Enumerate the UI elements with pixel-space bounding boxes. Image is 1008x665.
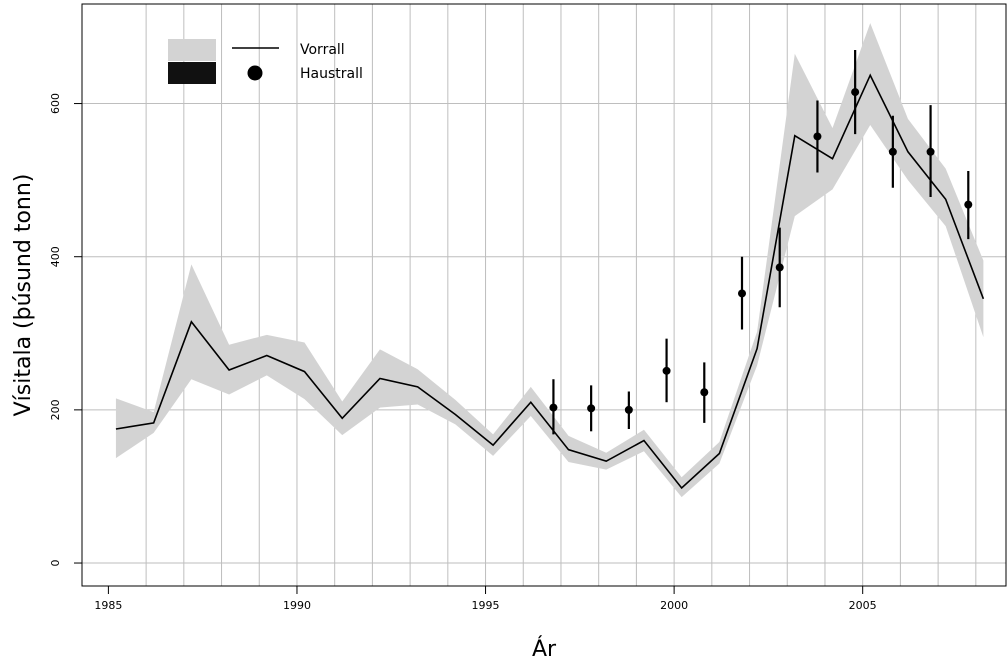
haustrall-point	[700, 388, 709, 397]
y-axis-title: Vísitala (þúsund tonn)	[11, 174, 36, 417]
vorrall-line-layer	[115, 73, 985, 490]
x-tick-label: 2000	[660, 599, 688, 612]
haustrall-point	[926, 147, 935, 156]
y-tick-label: 200	[49, 399, 62, 420]
haustrall-point	[964, 200, 973, 209]
haustrall-point	[851, 88, 860, 97]
legend-band-swatch	[168, 39, 216, 61]
haustrall-point	[662, 366, 671, 375]
legend-point-symbol	[247, 65, 263, 81]
x-tick-label: 2005	[849, 599, 877, 612]
legend-dark-swatch	[168, 62, 216, 84]
plot-frame	[81, 3, 1007, 587]
legend: Vorrall Haustrall	[168, 39, 363, 84]
haustrall-point	[738, 289, 746, 298]
y-axis-ticks: 0 200 400 600	[49, 93, 82, 567]
x-tick-label: 1995	[472, 599, 500, 612]
x-axis-ticks: 1985 1990 1995 2000 2005	[94, 586, 877, 612]
legend-label-haustrall: Haustrall	[300, 66, 363, 82]
haustrall-point	[888, 147, 897, 156]
y-tick-label: 400	[49, 246, 62, 267]
vorrall-line	[115, 73, 985, 490]
haustrall-point	[587, 404, 596, 413]
haustrall-points-layer	[549, 49, 973, 435]
y-tick-label: 600	[49, 93, 62, 114]
x-axis-title: Ár	[532, 636, 557, 661]
x-tick-label: 1985	[94, 599, 122, 612]
haustrall-point	[549, 403, 558, 412]
haustrall-point	[775, 263, 784, 272]
y-tick-label: 0	[49, 560, 62, 567]
haustrall-point	[624, 405, 633, 414]
x-tick-label: 1990	[283, 599, 311, 612]
haustrall-point	[813, 132, 822, 141]
legend-label-vorrall: Vorrall	[300, 42, 345, 58]
